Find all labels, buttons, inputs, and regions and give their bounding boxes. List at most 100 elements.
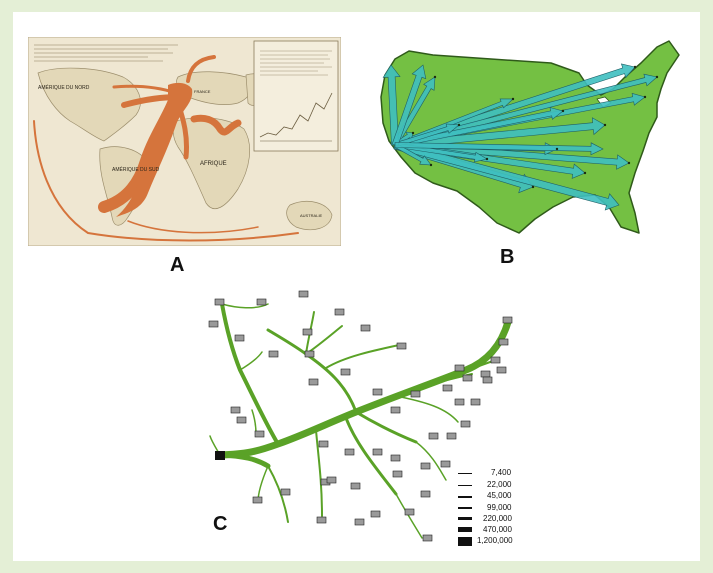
tree-node <box>428 432 439 440</box>
legend-item: 99,000 <box>455 503 525 513</box>
panel-a-label: A <box>170 254 185 276</box>
tree-node <box>308 378 319 386</box>
tree-source-node <box>215 451 225 460</box>
tree-node <box>230 406 241 414</box>
tree-node <box>354 518 365 526</box>
tree-node <box>420 490 431 498</box>
tree-node <box>462 374 473 382</box>
tree-branch <box>354 410 418 444</box>
tree-branch <box>267 465 289 523</box>
flow-arrow <box>394 123 460 148</box>
legend-line <box>458 496 472 498</box>
tree-node <box>440 460 451 468</box>
tree-node <box>318 440 329 448</box>
panel-c-tree-flow-map <box>208 290 513 542</box>
tree-node <box>502 316 513 324</box>
tree-node <box>236 416 247 424</box>
legend-line <box>458 527 472 532</box>
legend-label: 7,400 <box>491 468 512 477</box>
tree-branch <box>415 441 447 481</box>
tree-branch <box>344 416 398 496</box>
panel-c-label: C <box>213 513 228 535</box>
tree-node <box>404 508 415 516</box>
tree-node <box>344 448 355 456</box>
panel-b-us-flow-map <box>380 40 680 234</box>
legend-label: 1,200,000 <box>477 536 513 545</box>
panel-b-city-dots <box>411 65 659 189</box>
tree-node <box>302 328 313 336</box>
tree-node <box>420 462 431 470</box>
legend-label: 470,000 <box>483 525 512 534</box>
label-france: FRANCE <box>194 89 211 94</box>
legend-line <box>458 537 472 546</box>
legend-item: 1,200,000 <box>455 536 525 547</box>
legend-line <box>458 473 472 474</box>
panel-b-arrows <box>382 63 658 211</box>
tree-branches <box>209 302 512 539</box>
tree-node <box>316 516 327 524</box>
legend-label: 22,000 <box>487 480 512 489</box>
tree-node <box>234 334 245 342</box>
legend-item: 7,400 <box>455 468 525 478</box>
tree-nodes <box>208 290 513 542</box>
tree-node <box>252 496 263 504</box>
tree-node <box>268 350 279 358</box>
tree-node <box>442 384 453 392</box>
map-a-inset-chart <box>253 40 339 152</box>
tree-node <box>298 290 309 298</box>
map-a-main-trunk <box>116 82 193 217</box>
tree-node <box>280 488 291 496</box>
legend-line <box>458 507 472 509</box>
label-south-america: AMÉRIQUE DU SUD <box>112 166 160 173</box>
tree-node <box>372 388 383 396</box>
tree-branch <box>257 465 269 503</box>
tree-node <box>390 454 401 462</box>
tree-node <box>482 376 493 384</box>
tree-node <box>326 476 337 484</box>
label-africa: AFRIQUE <box>200 161 227 167</box>
tree-node <box>340 368 351 376</box>
tree-node <box>490 356 501 364</box>
tree-branch <box>239 351 263 371</box>
tree-branch <box>217 452 271 469</box>
tree-node <box>334 308 345 316</box>
tree-node <box>304 350 315 358</box>
tree-node <box>256 298 267 306</box>
map-a-title-block <box>34 44 178 62</box>
panel-a-flow-map: AMÉRIQUE DU NORD AMÉRIQUE DU SUD AFRIQUE… <box>28 37 341 246</box>
tree-node <box>454 364 465 372</box>
tree-node <box>392 470 403 478</box>
tree-node <box>390 406 401 414</box>
tree-node <box>470 398 481 406</box>
tree-node <box>396 342 407 350</box>
tree-node <box>480 370 491 378</box>
tree-node <box>454 398 465 406</box>
tree-node <box>410 390 421 398</box>
tree-node <box>498 338 509 346</box>
tree-node <box>370 510 381 518</box>
legend-label: 45,000 <box>487 491 512 500</box>
tree-node <box>422 534 433 542</box>
tree-node <box>254 430 265 438</box>
label-australia: AUSTRALIE <box>300 213 323 218</box>
tree-node <box>446 432 457 440</box>
legend-label: 220,000 <box>483 514 512 523</box>
flow-arrow <box>382 64 401 146</box>
tree-node <box>496 366 507 374</box>
legend-item: 470,000 <box>455 525 525 535</box>
panel-b-label: B <box>500 246 515 268</box>
tree-node <box>360 324 371 332</box>
legend-line <box>458 517 472 520</box>
flow-arrow <box>394 142 604 156</box>
label-north-america: AMÉRIQUE DU NORD <box>38 84 90 91</box>
legend-line <box>458 485 472 486</box>
tree-branch <box>395 493 423 539</box>
tree-node <box>208 320 219 328</box>
australia-landmass <box>286 201 333 230</box>
legend-label: 99,000 <box>487 503 512 512</box>
tree-node <box>350 482 361 490</box>
tree-branch <box>251 409 257 435</box>
legend-item: 45,000 <box>455 491 525 501</box>
tree-branch <box>315 429 323 517</box>
tree-node <box>214 298 225 306</box>
